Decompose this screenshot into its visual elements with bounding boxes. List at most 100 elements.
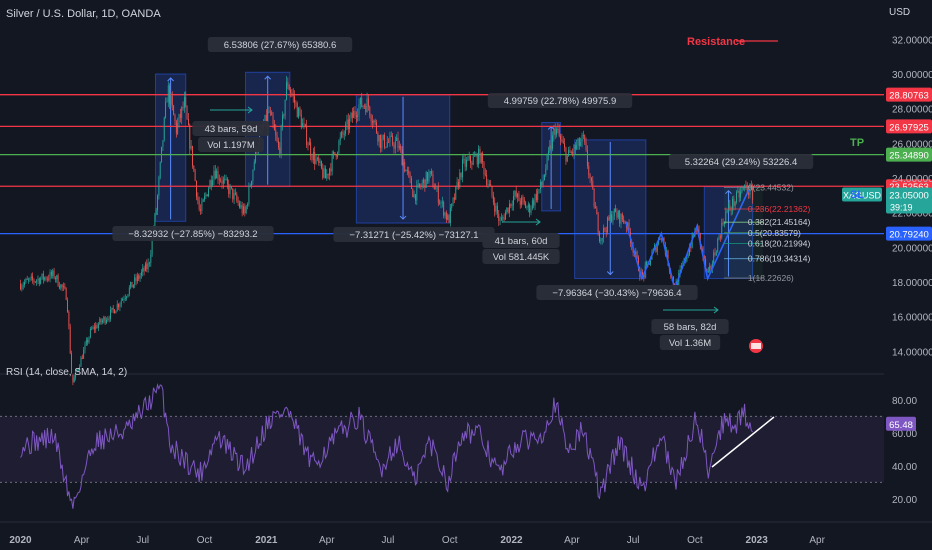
candle-body[interactable]	[388, 142, 390, 143]
candle-body[interactable]	[659, 238, 661, 240]
candle-body[interactable]	[241, 205, 243, 214]
candle-body[interactable]	[556, 129, 557, 135]
candle-body[interactable]	[557, 129, 559, 131]
candle-body[interactable]	[197, 196, 199, 201]
candle-body[interactable]	[265, 114, 267, 123]
candle-body[interactable]	[268, 111, 270, 113]
candle-body[interactable]	[746, 185, 748, 193]
candle-body[interactable]	[213, 170, 215, 181]
candle-body[interactable]	[264, 114, 266, 126]
candle-body[interactable]	[314, 152, 316, 164]
candle-body[interactable]	[42, 273, 44, 280]
candle-body[interactable]	[498, 213, 500, 221]
candle-body[interactable]	[181, 106, 183, 119]
candle-body[interactable]	[220, 180, 222, 182]
candle-body[interactable]	[486, 174, 488, 185]
candle-body[interactable]	[503, 217, 505, 220]
candle-body[interactable]	[749, 185, 751, 195]
candle-body[interactable]	[236, 194, 238, 201]
candle-body[interactable]	[85, 339, 87, 345]
candle-body[interactable]	[253, 161, 255, 171]
candle-body[interactable]	[642, 272, 643, 276]
candle-body[interactable]	[310, 142, 312, 156]
candle-body[interactable]	[393, 144, 395, 149]
candle-body[interactable]	[29, 277, 31, 280]
candle-body[interactable]	[470, 156, 471, 163]
candle-body[interactable]	[621, 213, 623, 220]
candle-body[interactable]	[730, 209, 732, 211]
candle-body[interactable]	[698, 225, 700, 233]
candle-body[interactable]	[443, 201, 445, 216]
candle-body[interactable]	[212, 180, 214, 186]
candle-body[interactable]	[455, 185, 457, 200]
candle-body[interactable]	[522, 197, 524, 200]
candle-body[interactable]	[92, 326, 94, 329]
candle-body[interactable]	[490, 184, 492, 187]
candle-body[interactable]	[736, 192, 737, 203]
candle-body[interactable]	[218, 179, 220, 181]
candle-body[interactable]	[608, 217, 610, 220]
candle-body[interactable]	[334, 151, 336, 155]
candle-body[interactable]	[702, 246, 704, 257]
candle-body[interactable]	[531, 200, 533, 209]
candle-body[interactable]	[52, 270, 54, 276]
candle-body[interactable]	[63, 286, 64, 288]
candle-body[interactable]	[726, 210, 728, 212]
candle-body[interactable]	[474, 156, 476, 157]
candle-body[interactable]	[147, 262, 149, 269]
candle-body[interactable]	[513, 196, 514, 206]
candle-body[interactable]	[514, 191, 516, 197]
candle-body[interactable]	[200, 209, 201, 211]
candle-body[interactable]	[597, 214, 599, 233]
candle-body[interactable]	[722, 222, 724, 225]
candle-body[interactable]	[478, 148, 480, 165]
candle-body[interactable]	[460, 172, 462, 178]
candle-body[interactable]	[475, 154, 477, 157]
candle-body[interactable]	[710, 265, 712, 269]
candle-body[interactable]	[276, 135, 278, 142]
candle-body[interactable]	[273, 124, 275, 131]
candle-body[interactable]	[185, 97, 187, 107]
candle-body[interactable]	[705, 258, 707, 269]
candle-body[interactable]	[517, 193, 519, 198]
candle-body[interactable]	[745, 185, 747, 186]
candle-body[interactable]	[740, 191, 742, 198]
candle-body[interactable]	[738, 190, 740, 198]
candle-body[interactable]	[248, 186, 250, 205]
candle-body[interactable]	[372, 121, 373, 123]
candle-body[interactable]	[322, 168, 324, 178]
candle-body[interactable]	[232, 188, 234, 200]
candle-body[interactable]	[126, 296, 128, 299]
candle-body[interactable]	[576, 144, 578, 150]
candle-body[interactable]	[615, 208, 617, 213]
candle-body[interactable]	[267, 112, 269, 123]
candle-body[interactable]	[445, 212, 447, 220]
candle-body[interactable]	[574, 145, 576, 150]
candle-body[interactable]	[190, 145, 192, 149]
candle-body[interactable]	[320, 161, 322, 169]
candle-body[interactable]	[342, 131, 344, 135]
candle-body[interactable]	[61, 284, 63, 288]
candle-body[interactable]	[198, 200, 200, 210]
candle-body[interactable]	[217, 170, 219, 180]
candle-body[interactable]	[425, 172, 427, 188]
candle-body[interactable]	[706, 268, 708, 273]
candle-body[interactable]	[596, 208, 598, 215]
candle-body[interactable]	[643, 275, 645, 278]
candle-body[interactable]	[404, 161, 406, 172]
candle-body[interactable]	[24, 282, 25, 285]
candle-body[interactable]	[451, 203, 453, 208]
candle-body[interactable]	[49, 272, 51, 280]
candle-body[interactable]	[565, 147, 567, 162]
candle-body[interactable]	[341, 131, 343, 137]
candle-body[interactable]	[595, 206, 596, 209]
candle-body[interactable]	[288, 86, 290, 90]
candle-body[interactable]	[71, 353, 72, 375]
candle-body[interactable]	[541, 181, 543, 185]
candle-body[interactable]	[307, 144, 309, 146]
candle-body[interactable]	[439, 202, 441, 204]
candle-body[interactable]	[304, 124, 306, 127]
candle-body[interactable]	[656, 244, 658, 252]
candle-body[interactable]	[492, 195, 494, 203]
candle-body[interactable]	[479, 148, 481, 163]
